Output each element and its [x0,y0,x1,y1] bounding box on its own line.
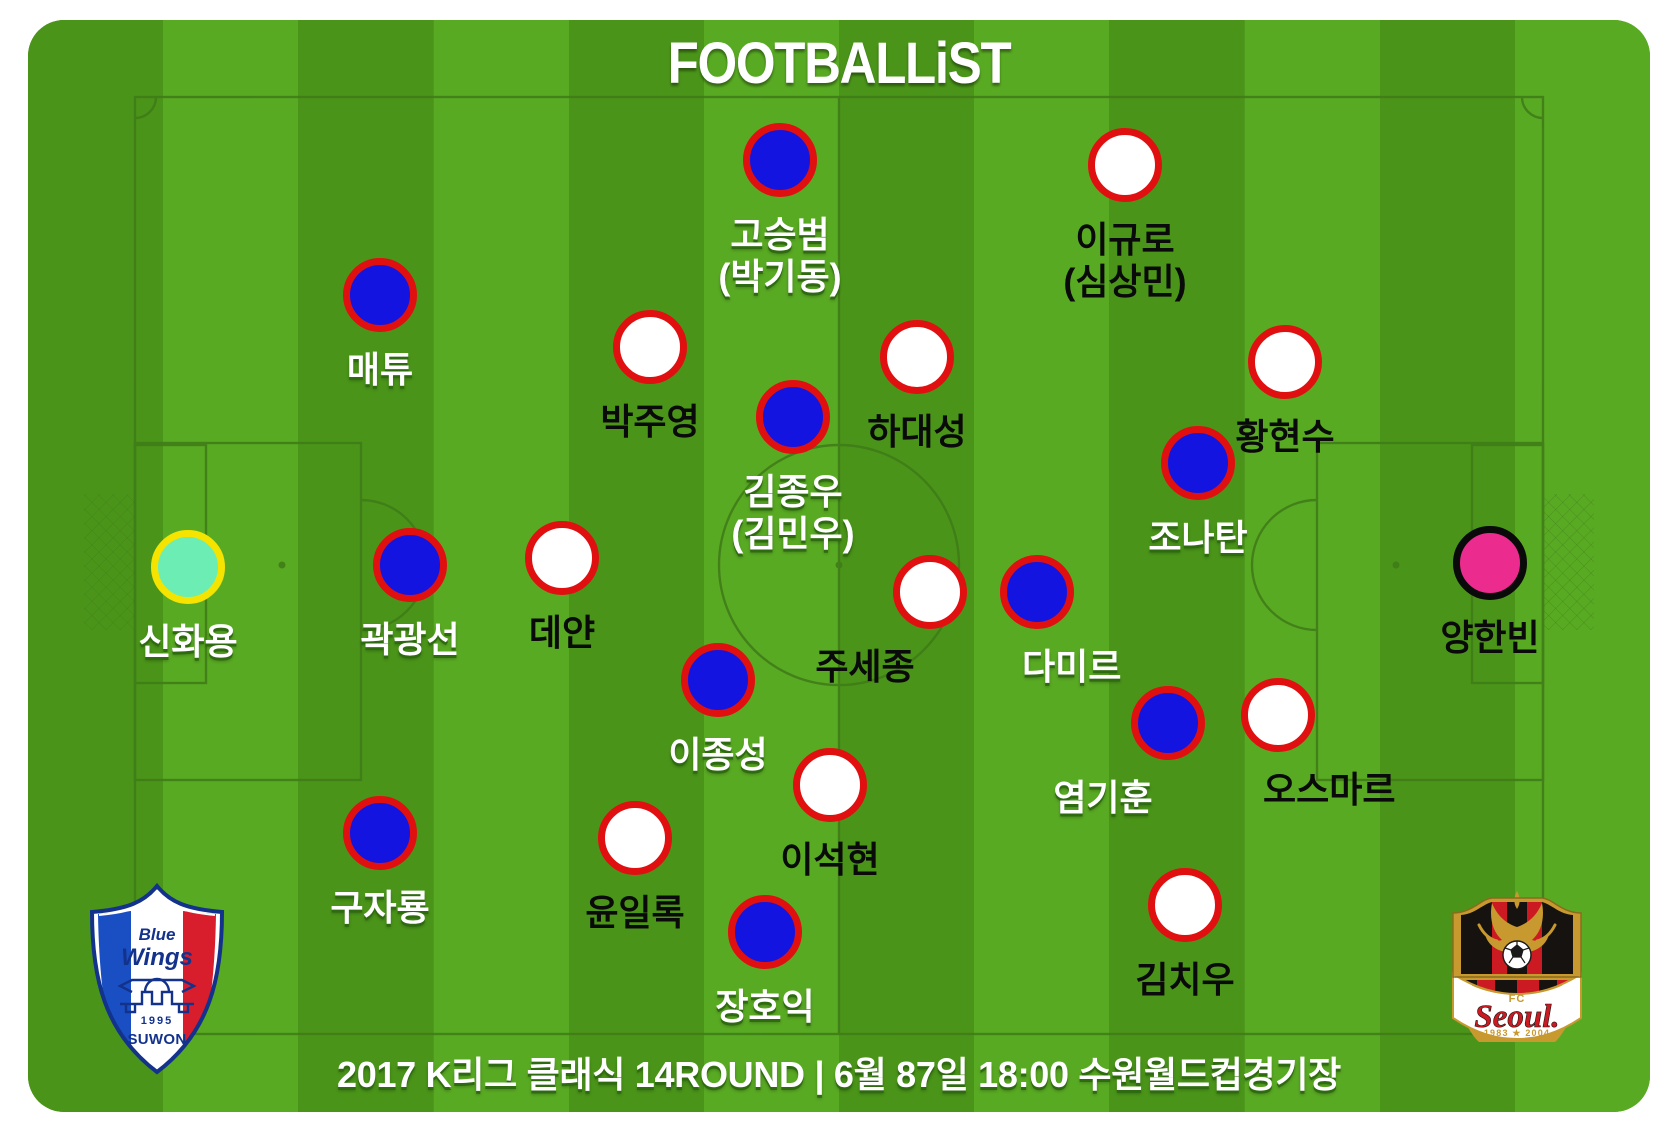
svg-text:1995: 1995 [141,1015,173,1027]
svg-text:1983 ★ 2004: 1983 ★ 2004 [1484,1028,1550,1038]
svg-text:Blue: Blue [139,925,176,944]
svg-text:SUWON: SUWON [128,1031,187,1048]
svg-text:Wings: Wings [121,944,193,971]
